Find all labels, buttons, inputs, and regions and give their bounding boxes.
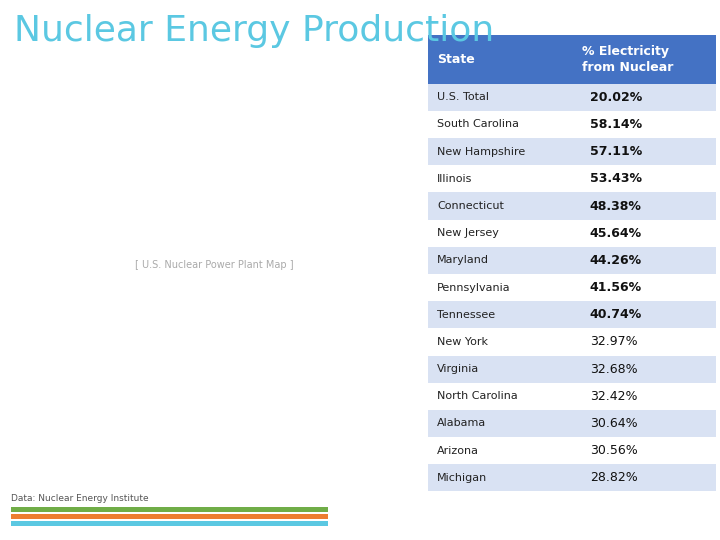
Text: 32.68%: 32.68% xyxy=(590,362,637,376)
Text: Maryland: Maryland xyxy=(437,255,489,265)
Text: 58.14%: 58.14% xyxy=(590,118,642,131)
Text: 44.26%: 44.26% xyxy=(590,254,642,267)
Text: New York: New York xyxy=(437,337,488,347)
Text: [ U.S. Nuclear Power Plant Map ]: [ U.S. Nuclear Power Plant Map ] xyxy=(135,260,294,269)
Text: Virginia: Virginia xyxy=(437,364,480,374)
Text: 30.56%: 30.56% xyxy=(590,444,637,457)
Text: 40.74%: 40.74% xyxy=(590,308,642,321)
Text: Connecticut: Connecticut xyxy=(437,201,504,211)
Text: Data: Nuclear Energy Institute: Data: Nuclear Energy Institute xyxy=(11,494,148,503)
Text: Michigan: Michigan xyxy=(437,473,487,483)
Text: 41.56%: 41.56% xyxy=(590,281,642,294)
Text: 20.02%: 20.02% xyxy=(590,91,642,104)
Text: Pennsylvania: Pennsylvania xyxy=(437,282,510,293)
Text: U.S. Total: U.S. Total xyxy=(437,92,489,102)
Text: New Hampshire: New Hampshire xyxy=(437,147,526,157)
Text: 28.82%: 28.82% xyxy=(590,471,637,484)
Text: Nuclear Energy Production: Nuclear Energy Production xyxy=(14,14,495,48)
Text: 45.64%: 45.64% xyxy=(590,227,642,240)
Text: % Electricity
from Nuclear: % Electricity from Nuclear xyxy=(582,45,674,74)
Text: New Jersey: New Jersey xyxy=(437,228,499,238)
Text: State: State xyxy=(437,53,474,66)
Text: 48.38%: 48.38% xyxy=(590,199,642,213)
Text: North Carolina: North Carolina xyxy=(437,392,518,401)
Text: 57.11%: 57.11% xyxy=(590,145,642,158)
Text: South Carolina: South Carolina xyxy=(437,119,519,130)
Text: Arizona: Arizona xyxy=(437,446,479,456)
Text: 32.42%: 32.42% xyxy=(590,390,637,403)
Text: 53.43%: 53.43% xyxy=(590,172,642,185)
Text: Illinois: Illinois xyxy=(437,174,472,184)
Text: Alabama: Alabama xyxy=(437,418,486,428)
Text: 32.97%: 32.97% xyxy=(590,335,637,348)
Text: Tennessee: Tennessee xyxy=(437,310,495,320)
Text: 30.64%: 30.64% xyxy=(590,417,637,430)
